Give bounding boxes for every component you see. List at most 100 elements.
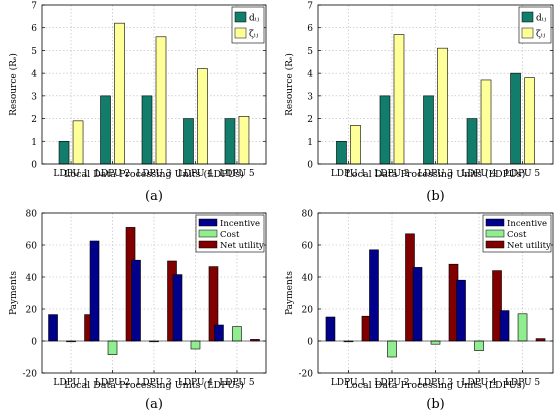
bar-1 <box>325 316 336 342</box>
x-tick-label: LDPU 5 <box>505 169 541 179</box>
plot-frame <box>317 4 554 165</box>
bar-1 <box>456 279 466 342</box>
y-axis-label: Payments <box>285 271 295 315</box>
legend-label-1: Incentive <box>507 219 547 229</box>
x-tick-label: LDPU 5 <box>505 378 541 388</box>
bar-1 <box>379 95 391 165</box>
y-tick-label: 40 <box>302 274 314 284</box>
x-tick-label: LDPU 2 <box>95 169 130 179</box>
legend-label-2: ζᵢⱼ <box>536 30 545 40</box>
legend-swatch-1 <box>485 218 505 227</box>
x-tick-label: LDPU 3 <box>418 169 454 179</box>
bar-2 <box>232 326 242 342</box>
x-tick-label: LDPU 2 <box>374 378 409 388</box>
y-tick-label: 5 <box>307 47 313 57</box>
bar-1 <box>214 324 224 342</box>
legend-swatch-3 <box>198 240 218 249</box>
bar-1 <box>131 259 141 342</box>
chart-panel-1: 0 1 2 3 4 5 6 7 LDPU 1 LDPU 2 LDPU 3 LDPU 4 LDPU 5Lo… <box>8 2 267 204</box>
bar-2 <box>430 340 441 345</box>
x-tick-label: LDPU 3 <box>136 378 172 388</box>
legend-label-1: Incentive <box>220 219 260 229</box>
x-tick-label: LDPU 2 <box>95 378 130 388</box>
legend-swatch-2 <box>521 27 534 39</box>
bar-1 <box>172 274 183 342</box>
legend-swatch-1 <box>234 11 247 23</box>
x-axis-label: Local Data Processing Units (LDPUs) <box>346 169 526 180</box>
y-axis-label: Resource (Rₑ) <box>8 53 19 116</box>
y-tick-label: 40 <box>26 274 38 284</box>
panel-caption: (b) <box>426 189 444 204</box>
bar-2 <box>107 340 118 355</box>
chart-panel-4: -20 0 20 40 60 80 LDPU 1 LDPU 2 LDPU 3 LDPU 4 LDPU… <box>285 210 554 412</box>
chart-panel-2: 0 1 2 3 4 5 6 7 LDPU 1 LDPU 2 LDPU 3 LDPU 4 LDPU 5Lo… <box>284 2 554 204</box>
bar-1 <box>89 240 100 342</box>
bar-1 <box>499 310 510 342</box>
y-tick-label: 20 <box>302 306 314 316</box>
y-tick-label: 7 <box>31 2 37 12</box>
bar-1 <box>336 140 347 165</box>
legend-swatch-1 <box>521 11 534 23</box>
bar-1 <box>48 314 58 342</box>
bar-1 <box>369 249 379 342</box>
panel-caption: (a) <box>145 397 163 412</box>
legend-swatch-2 <box>234 27 247 39</box>
legend-swatch-1 <box>198 218 218 227</box>
bar-2 <box>155 36 167 165</box>
y-tick-label: 1 <box>307 138 313 148</box>
y-axis-label: Payments <box>9 271 19 315</box>
legend-label-3: Net utility <box>507 241 551 251</box>
bar-2 <box>480 79 492 165</box>
y-tick-label: 3 <box>31 92 37 102</box>
legend-swatch-2 <box>485 229 505 238</box>
y-tick-label: 7 <box>307 2 313 12</box>
bar-2 <box>350 125 361 165</box>
bar-2 <box>238 116 250 165</box>
y-tick-label: 4 <box>31 70 37 80</box>
x-tick-label: LDPU 5 <box>219 169 255 179</box>
bar-1 <box>224 118 236 165</box>
legend-label-3: Net utility <box>220 241 264 251</box>
x-axis-label: Local Data Processing Units (LDPUs) <box>64 169 244 180</box>
x-tick-label: LDPU 2 <box>374 169 409 179</box>
plot-frame <box>41 212 267 374</box>
bar-2 <box>197 68 208 165</box>
y-tick-label: 2 <box>307 115 313 125</box>
y-tick-label: -20 <box>299 370 314 380</box>
y-axis-label: Resource (Rₑ) <box>284 53 295 116</box>
y-tick-label: 4 <box>307 70 313 80</box>
legend-label-2: ζᵢⱼ <box>249 30 258 40</box>
bar-3 <box>535 338 546 342</box>
x-tick-label: LDPU 1 <box>331 378 366 388</box>
y-tick-label: 80 <box>26 210 38 220</box>
y-tick-label: 5 <box>31 47 37 57</box>
bar-1 <box>466 118 478 165</box>
x-tick-label: LDPU 1 <box>331 169 366 179</box>
bar-1 <box>423 95 434 165</box>
bar-2 <box>524 77 535 165</box>
bar-1 <box>412 267 423 342</box>
y-tick-label: 3 <box>307 92 313 102</box>
bar-2 <box>517 313 528 342</box>
y-tick-label: 60 <box>302 242 314 252</box>
y-tick-label: 80 <box>302 210 314 220</box>
x-axis-label: Local Data Processing Units (LDPUs) <box>346 380 526 391</box>
bar-1 <box>141 95 153 165</box>
x-tick-label: LDPU 1 <box>53 378 88 388</box>
bar-2 <box>72 120 84 165</box>
bar-1 <box>100 95 111 165</box>
plot-frame <box>317 212 554 374</box>
y-tick-label: 6 <box>31 24 37 34</box>
y-tick-label: 1 <box>31 138 37 148</box>
y-tick-label: 0 <box>307 338 313 348</box>
y-tick-label: -20 <box>23 370 38 380</box>
y-tick-label: 6 <box>307 24 313 34</box>
legend-swatch-3 <box>485 240 505 249</box>
bar-1 <box>58 140 70 165</box>
bar-2 <box>393 34 405 165</box>
y-tick-label: 2 <box>31 115 37 125</box>
y-tick-label: 0 <box>31 338 37 348</box>
legend-label-2: Cost <box>507 230 527 240</box>
legend-swatch-2 <box>198 229 218 238</box>
